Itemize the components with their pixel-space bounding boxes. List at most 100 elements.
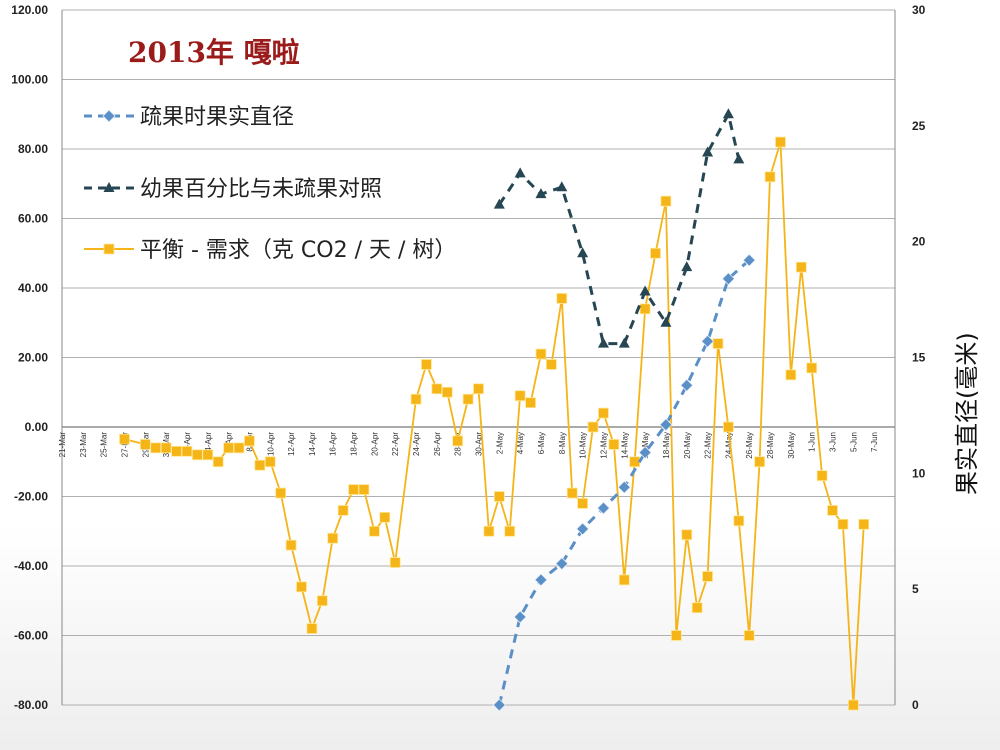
data-point bbox=[754, 456, 766, 468]
data-point bbox=[139, 438, 151, 450]
data-point bbox=[410, 393, 422, 405]
data-point bbox=[659, 418, 673, 432]
x-tick-label: 22-Apr bbox=[391, 432, 400, 456]
series-line bbox=[124, 141, 865, 706]
x-tick-label: 18-May bbox=[662, 432, 671, 459]
data-point bbox=[721, 272, 735, 286]
x-tick-label: 20-Apr bbox=[370, 432, 379, 456]
data-point bbox=[493, 198, 505, 209]
data-point bbox=[254, 459, 266, 471]
series-0 bbox=[492, 253, 756, 712]
x-tick-label: 6-Apr bbox=[225, 432, 234, 452]
data-point bbox=[702, 571, 713, 582]
x-tick-label: 2-Apr bbox=[183, 432, 192, 452]
legend-item-fruitlet-percent: 幼果百分比与未疏果对照 bbox=[84, 177, 382, 202]
data-point bbox=[617, 480, 631, 494]
data-point bbox=[681, 261, 693, 272]
data-point bbox=[597, 337, 609, 348]
x-tick-label: 26-Apr bbox=[433, 432, 442, 456]
data-point bbox=[680, 378, 694, 392]
right-tick-label: 0 bbox=[912, 698, 919, 712]
x-tick-label: 22-May bbox=[704, 432, 713, 459]
data-point bbox=[233, 442, 245, 454]
data-point bbox=[775, 136, 786, 148]
data-point bbox=[181, 445, 193, 457]
x-tick-label: 1-Jun bbox=[808, 432, 817, 452]
data-point bbox=[358, 484, 370, 495]
left-tick-label: -20.00 bbox=[14, 490, 48, 504]
x-tick-label: 28-May bbox=[766, 432, 775, 459]
data-point bbox=[545, 359, 557, 370]
data-point bbox=[827, 504, 838, 516]
data-point bbox=[795, 261, 807, 273]
data-point bbox=[660, 195, 672, 207]
data-point bbox=[473, 383, 484, 395]
data-point bbox=[191, 449, 203, 461]
data-point bbox=[514, 390, 526, 402]
x-tick-label: 16-May bbox=[641, 432, 650, 459]
x-tick-label: 12-May bbox=[599, 432, 608, 459]
data-point bbox=[103, 182, 115, 192]
data-point bbox=[441, 386, 453, 398]
x-tick-label: 12-Apr bbox=[287, 432, 296, 456]
data-point bbox=[327, 532, 339, 544]
series-1 bbox=[493, 108, 745, 348]
data-point bbox=[306, 623, 318, 634]
x-tick-label: 4-May bbox=[516, 432, 525, 454]
data-point bbox=[618, 574, 630, 586]
data-point bbox=[847, 699, 859, 711]
data-point bbox=[742, 253, 756, 267]
data-point bbox=[701, 334, 715, 348]
data-point bbox=[452, 435, 464, 447]
data-point bbox=[389, 557, 401, 568]
data-point bbox=[119, 433, 130, 445]
left-tick-label: 100.00 bbox=[11, 73, 48, 87]
data-point bbox=[576, 522, 590, 536]
data-point bbox=[858, 518, 870, 530]
data-point bbox=[785, 369, 797, 381]
x-tick-label: 14-Apr bbox=[308, 432, 317, 456]
legend-label: 疏果时果实直径 bbox=[140, 105, 294, 130]
series-2 bbox=[119, 136, 870, 711]
data-point bbox=[102, 109, 116, 123]
data-point bbox=[681, 529, 693, 541]
right-tick-label: 10 bbox=[912, 466, 926, 480]
data-point bbox=[837, 518, 849, 530]
left-tick-label: 40.00 bbox=[18, 281, 48, 295]
data-point bbox=[598, 407, 609, 419]
data-point bbox=[629, 456, 641, 468]
data-point bbox=[534, 573, 548, 587]
data-point bbox=[368, 525, 380, 537]
data-point bbox=[587, 421, 599, 433]
right-axis-ticks: 0 5 10 15 20 25 30 bbox=[912, 3, 926, 712]
data-point bbox=[639, 303, 651, 315]
data-point bbox=[264, 456, 276, 468]
data-point bbox=[555, 557, 569, 571]
right-tick-label: 5 bbox=[912, 582, 919, 596]
data-point bbox=[462, 393, 474, 405]
right-tick-label: 20 bbox=[912, 235, 926, 249]
data-point bbox=[431, 383, 443, 395]
legend-item-diameter: 疏果时果实直径 bbox=[84, 105, 294, 130]
data-point bbox=[764, 171, 776, 183]
x-tick-label: 26-May bbox=[745, 432, 754, 459]
data-point bbox=[733, 515, 745, 527]
left-tick-label: -60.00 bbox=[14, 629, 48, 643]
left-tick-label: 120.00 bbox=[11, 3, 48, 17]
data-point bbox=[348, 484, 359, 495]
data-point bbox=[275, 487, 287, 499]
x-tick-label: 25-Mar bbox=[100, 432, 109, 458]
data-point bbox=[296, 581, 307, 593]
data-point bbox=[514, 167, 526, 178]
left-tick-label: 20.00 bbox=[18, 351, 48, 365]
data-point bbox=[212, 456, 224, 468]
left-axis-ticks: -80.00 -60.00 -40.00 -20.00 0.00 20.00 40.00 60… bbox=[11, 3, 48, 712]
data-point bbox=[483, 525, 495, 537]
data-point bbox=[639, 285, 651, 296]
legend-item-balance: 平衡 - 需求（克 CO2 / 天 / 树） bbox=[84, 238, 456, 263]
x-tick-label: 10-Apr bbox=[266, 432, 275, 456]
legend: 疏果时果实直径 幼果百分比与未疏果对照 平衡 - 需求（克 CO2 / 天 / … bbox=[84, 105, 456, 263]
left-tick-label: 80.00 bbox=[18, 142, 48, 156]
data-point bbox=[160, 442, 172, 454]
